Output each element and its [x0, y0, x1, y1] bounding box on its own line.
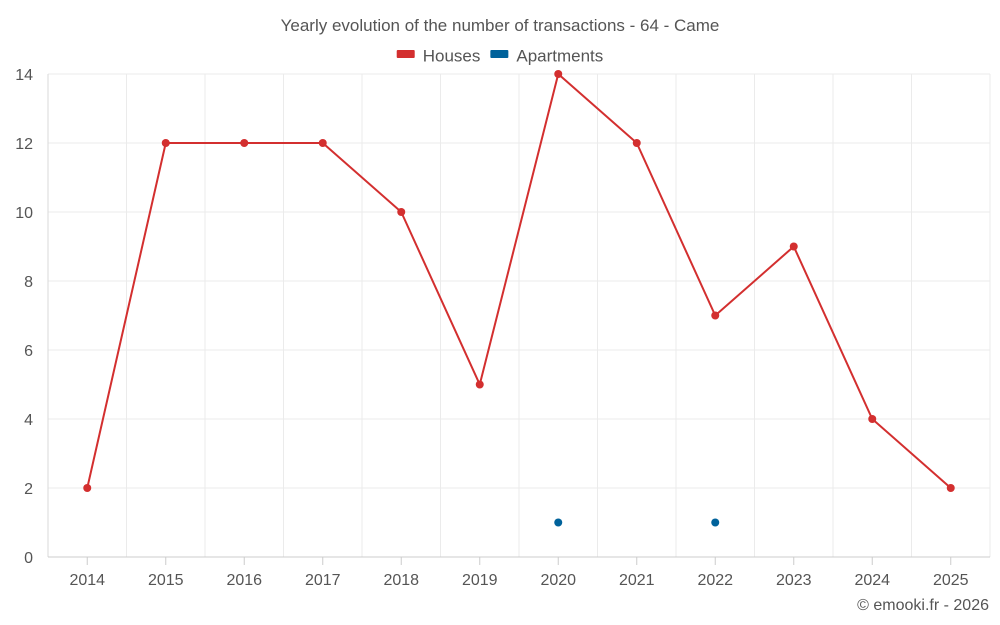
axes	[47, 74, 990, 558]
chart-title: Yearly evolution of the number of transa…	[281, 16, 720, 35]
legend-swatch	[490, 50, 509, 58]
x-tick-label: 2016	[226, 572, 262, 589]
copyright-text: © emooki.fr - 2026	[857, 597, 989, 614]
data-point[interactable]	[554, 518, 563, 527]
x-axis-ticks: 2014 2015 2016 2017 2018 2019 2020 2021 2022 2023…	[69, 557, 969, 589]
data-point[interactable]	[83, 484, 92, 492]
x-tick-label: 2024	[854, 572, 890, 589]
data-point[interactable]	[240, 139, 249, 147]
legend-label: Apartments	[516, 47, 603, 66]
y-tick-label: 0	[24, 550, 33, 567]
grid-lines	[47, 73, 991, 557]
x-tick-label: 2014	[69, 572, 105, 589]
data-point[interactable]	[711, 311, 720, 320]
data-point[interactable]	[475, 380, 484, 389]
x-tick-label: 2018	[383, 572, 419, 589]
y-tick-label: 14	[15, 67, 33, 84]
x-tick-label: 2022	[697, 572, 733, 589]
x-tick-label: 2023	[776, 572, 812, 589]
data-point[interactable]	[161, 139, 170, 147]
x-tick-label: 2021	[619, 572, 655, 589]
y-axis-ticks: 0 2 4 6 8 10 12 14	[15, 67, 33, 567]
y-tick-label: 6	[24, 343, 33, 360]
series-line	[86, 73, 952, 489]
data-point[interactable]	[318, 139, 327, 147]
data-point[interactable]	[397, 208, 406, 216]
data-point[interactable]	[868, 415, 877, 423]
legend-swatch	[396, 50, 415, 58]
data-point[interactable]	[632, 139, 641, 147]
legend-item-houses[interactable]: Houses	[396, 47, 481, 66]
x-tick-label: 2019	[462, 572, 498, 589]
series-houses	[83, 70, 955, 492]
legend-label: Houses	[423, 47, 481, 66]
x-tick-label: 2017	[305, 572, 341, 589]
data-point[interactable]	[946, 484, 955, 492]
y-tick-label: 10	[15, 205, 33, 222]
x-tick-label: 2020	[540, 572, 576, 589]
legend[interactable]: Houses Apartments	[396, 47, 604, 66]
x-tick-label: 2025	[933, 572, 969, 589]
x-tick-label: 2015	[148, 572, 184, 589]
y-tick-label: 12	[15, 136, 33, 153]
y-tick-label: 4	[24, 412, 33, 429]
y-tick-label: 8	[24, 274, 33, 291]
data-point[interactable]	[554, 70, 563, 78]
data-point[interactable]	[789, 242, 798, 251]
data-point[interactable]	[711, 518, 720, 527]
series-apartments	[554, 518, 720, 527]
legend-item-apartments[interactable]: Apartments	[490, 47, 603, 66]
series-layer	[83, 70, 955, 527]
y-tick-label: 2	[24, 481, 33, 498]
